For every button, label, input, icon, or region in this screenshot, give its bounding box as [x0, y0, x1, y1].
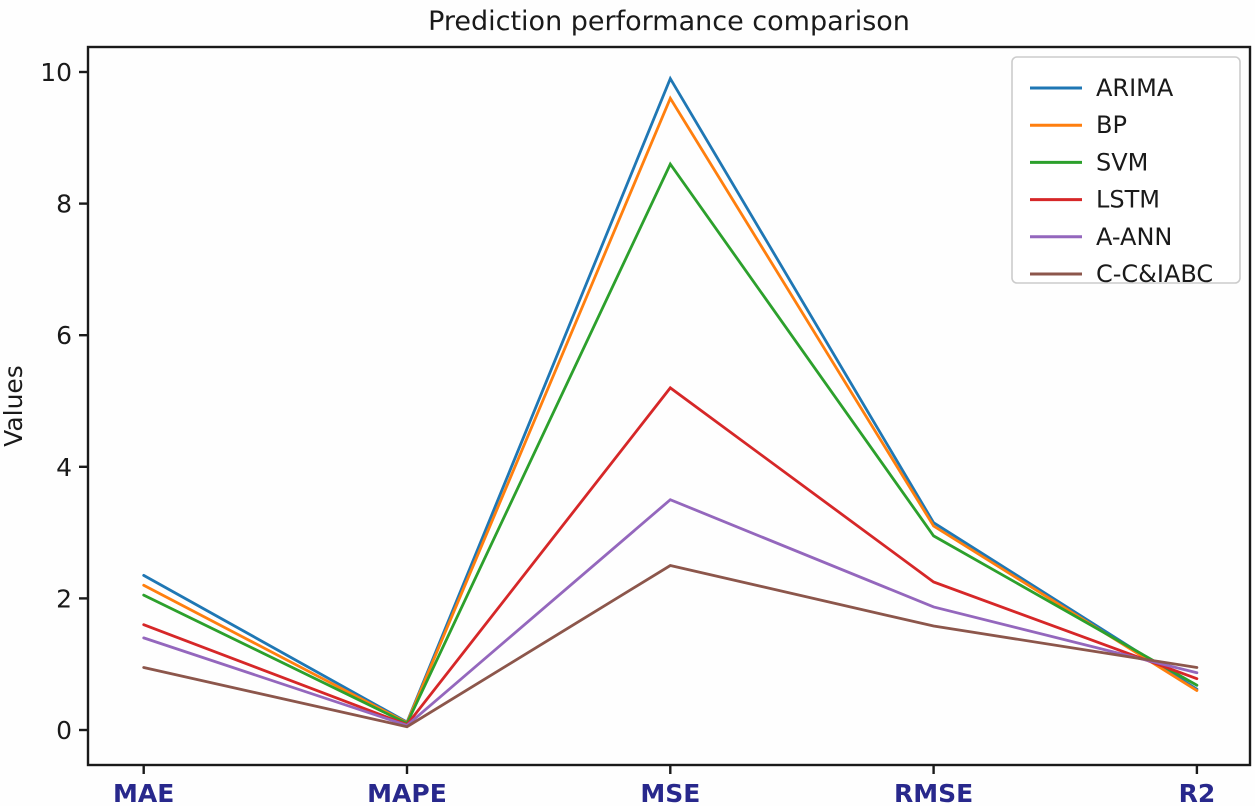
legend: ARIMA BP SVM LSTM A-ANN C-C&IABC — [1011, 56, 1241, 288]
series-line-lstm — [142, 385, 1199, 727]
y-tick-label: 0 — [56, 716, 72, 745]
legend-box — [1011, 56, 1241, 284]
x-tick-label: R2 — [1179, 779, 1216, 806]
plot-border — [86, 45, 1252, 767]
x-tick-label: MAPE — [367, 779, 447, 806]
x-tick-label: MSE — [640, 779, 700, 806]
chart-title: Prediction performance comparison — [428, 6, 910, 37]
legend-label: LSTM — [1096, 186, 1160, 214]
legend-label: A-ANN — [1096, 223, 1172, 251]
legend-label: ARIMA — [1096, 74, 1174, 102]
legend-label: BP — [1096, 111, 1127, 139]
series-line-c-c-iabc — [142, 564, 1199, 729]
y-tick-label: 10 — [40, 58, 72, 87]
series-line-a-ann — [142, 498, 1199, 727]
series-line-svm — [142, 161, 1199, 726]
y-tick-label: 2 — [56, 584, 72, 613]
y-tick-label: 8 — [56, 190, 72, 219]
series-line-bp — [142, 95, 1199, 725]
y-tick-label: 6 — [56, 321, 72, 350]
legend-label: C-C&IABC — [1096, 260, 1213, 288]
legend-label: SVM — [1096, 148, 1148, 176]
y-axis-label: Values — [0, 365, 28, 447]
series-line-arima — [142, 75, 1199, 725]
x-tick-label: RMSE — [894, 779, 973, 806]
plot-area: 0 2 4 6 8 10 MAE MAPE MSE RMSE R2 — [40, 45, 1252, 806]
x-tick-label: MAE — [113, 779, 174, 806]
y-tick-label: 4 — [56, 453, 72, 482]
